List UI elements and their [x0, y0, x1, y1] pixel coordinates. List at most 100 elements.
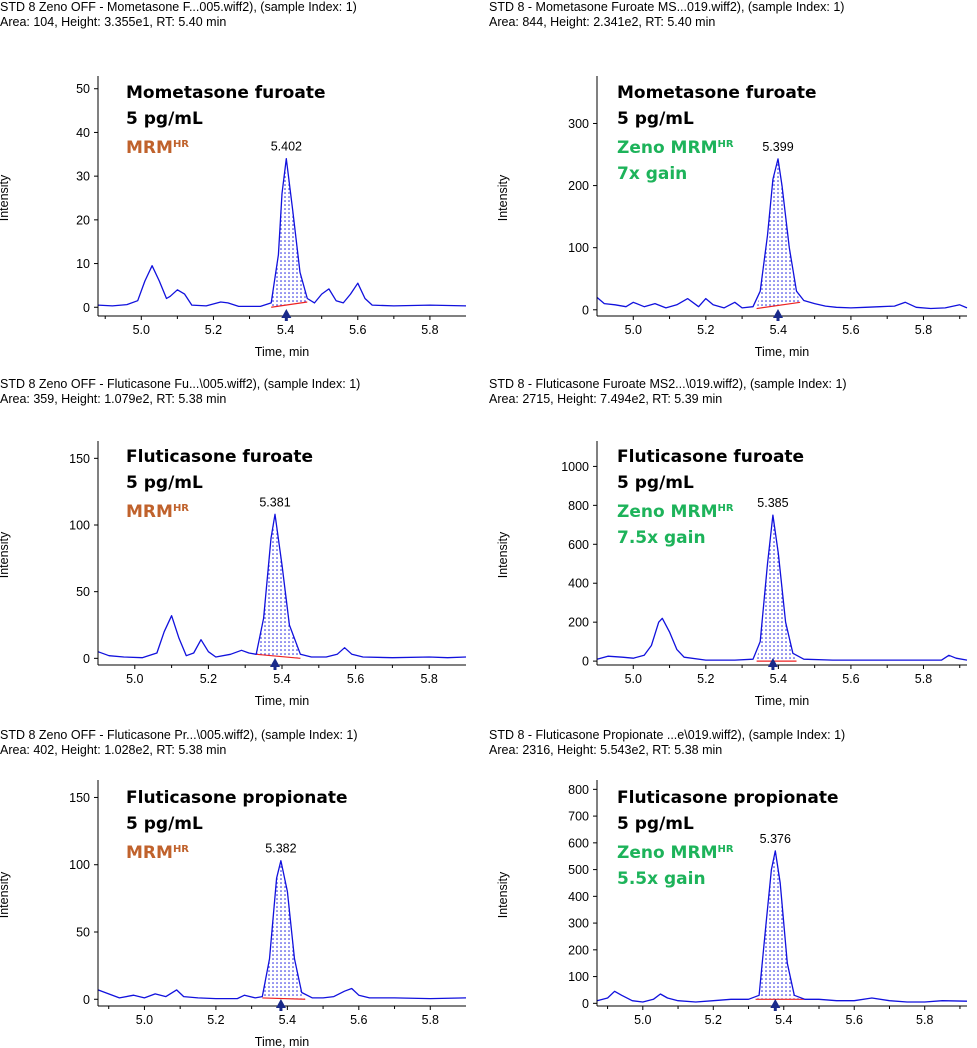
sample-title: STD 8 Zeno OFF - Mometasone F...005.wiff…: [0, 0, 357, 14]
chromatogram-panel-fluticasone-propionate-zeno-off: STD 8 Zeno OFF - Fluticasone Pr...\005.w…: [0, 698, 488, 1048]
mode-label: Zeno MRMHR: [617, 132, 816, 161]
y-tick-label: 300: [568, 117, 589, 131]
x-tick-label: 5.2: [205, 323, 222, 337]
x-tick-label: 5.4: [277, 323, 294, 337]
chromatogram-plot[interactable]: 5.0 5.2 5.4 5.6 5.8 0 100 200 300 400 500 600 700 800…: [489, 698, 977, 1048]
y-tick-label: 50: [76, 82, 90, 96]
chromatogram-panel-mometasone-zeno-off: STD 8 Zeno OFF - Mometasone F...005.wiff…: [0, 0, 488, 359]
x-tick-label: 5.2: [697, 323, 714, 337]
gain-label: 5.5x gain: [617, 869, 706, 889]
mode-text: MRM: [126, 138, 173, 158]
x-tick-label: 5.8: [421, 323, 438, 337]
peak-summary: Area: 402, Height: 1.028e2, RT: 5.38 min: [0, 743, 227, 757]
chromatogram-trace: [596, 514, 968, 661]
compound-label: Mometasone furoate: [617, 83, 817, 103]
y-tick-label: 100: [568, 241, 589, 255]
x-tick-label: 5.8: [915, 323, 932, 337]
peak-rt-label: 5.402: [271, 140, 302, 154]
x-tick-label: 5.4: [770, 672, 787, 686]
x-tick-label: 5.0: [126, 672, 143, 686]
mode-superscript: HR: [717, 503, 734, 514]
y-tick-label: 300: [568, 917, 589, 931]
integration-baseline: [756, 301, 801, 310]
y-axis-title: Intensity: [0, 871, 11, 918]
concentration-label: 5 pg/mL: [617, 473, 694, 493]
chromatogram-panel-fluticasone-furoate-zeno-on: STD 8 - Fluticasone Furoate MS2...\019.w…: [489, 349, 977, 708]
x-tick-label: 5.4: [770, 323, 787, 337]
mode-label: Zeno MRMHR: [617, 496, 804, 525]
gain-label: 7.5x gain: [617, 528, 706, 548]
peak-summary: Area: 2316, Height: 5.543e2, RT: 5.38 mi…: [489, 743, 723, 757]
concentration-label: 5 pg/mL: [617, 109, 694, 129]
y-tick-label: 0: [83, 301, 90, 315]
y-tick-label: 10: [76, 257, 90, 271]
chromatogram-plot[interactable]: 5.0 5.2 5.4 5.6 5.8 0 200 400 600 800 1000 Time, mi…: [489, 349, 977, 708]
retention-time-marker: [767, 658, 778, 667]
retention-time-marker: [281, 309, 292, 318]
x-axis-title: Time, min: [255, 1035, 309, 1048]
y-tick-label: 0: [582, 303, 589, 317]
mode-label: MRMHR: [126, 132, 325, 161]
y-tick-label: 0: [83, 652, 90, 666]
compound-label: Fluticasone furoate: [617, 447, 805, 467]
mode-text: Zeno MRM: [617, 138, 718, 158]
x-tick-label: 5.0: [634, 1013, 651, 1027]
peak-rt-label: 5.385: [757, 496, 788, 510]
peak-area-fill: [756, 158, 801, 309]
sample-title: STD 8 - Fluticasone Propionate ...e\019.…: [489, 728, 846, 742]
chromatogram-panel-fluticasone-propionate-zeno-on: STD 8 - Fluticasone Propionate ...e\019.…: [489, 698, 977, 1047]
peak-rt-label: 5.376: [760, 832, 791, 846]
x-axis-title: Time, min: [255, 345, 309, 359]
integration-baseline: [256, 653, 301, 659]
annotation-block: Fluticasone furoate 5 pg/mL MRMHR: [126, 444, 313, 525]
annotation-block: Fluticasone propionate 5 pg/mL MRMHR: [126, 785, 348, 866]
chromatogram-plot[interactable]: 5.0 5.2 5.4 5.6 5.8 0 100 200 300 Time, min Intens…: [489, 0, 977, 359]
panel-header: STD 8 - Mometasone Furoate MS...019.wiff…: [489, 0, 844, 30]
y-tick-label: 100: [69, 519, 90, 533]
retention-time-marker-stem: [776, 316, 780, 321]
chromatogram-panel-fluticasone-furoate-zeno-off: STD 8 Zeno OFF - Fluticasone Fu...\005.w…: [0, 349, 488, 708]
retention-time-marker-stem: [273, 665, 277, 670]
chromatogram-plot[interactable]: 5.0 5.2 5.4 5.6 5.8 0 10 20 30 40 50 Time, min Inten…: [0, 0, 488, 359]
sample-title: STD 8 - Fluticasone Furoate MS2...\019.w…: [489, 377, 847, 391]
y-tick-label: 400: [568, 577, 589, 591]
y-tick-label: 800: [568, 499, 589, 513]
chromatogram-plot[interactable]: 5.0 5.2 5.4 5.6 5.8 0 50 100 150 Time, min Intensi…: [0, 698, 488, 1048]
y-tick-label: 100: [69, 858, 90, 872]
y-tick-label: 500: [568, 863, 589, 877]
chromatogram-trace: [97, 513, 467, 659]
y-tick-label: 100: [568, 970, 589, 984]
sample-title: STD 8 Zeno OFF - Fluticasone Pr...\005.w…: [0, 728, 358, 742]
peak-summary: Area: 359, Height: 1.079e2, RT: 5.38 min: [0, 392, 227, 406]
y-axis-title: Intensity: [0, 174, 11, 221]
chromatogram-trace: [97, 158, 467, 308]
x-tick-label: 5.0: [136, 1013, 153, 1027]
y-tick-label: 600: [568, 836, 589, 850]
integration-baseline: [271, 301, 308, 308]
sample-title: STD 8 - Mometasone Furoate MS...019.wiff…: [489, 0, 845, 14]
retention-time-marker: [770, 999, 781, 1008]
y-tick-label: 40: [76, 126, 90, 140]
mode-superscript: HR: [717, 139, 734, 150]
panel-header: STD 8 Zeno OFF - Fluticasone Fu...\005.w…: [0, 377, 360, 407]
y-tick-label: 800: [568, 783, 589, 797]
x-axis-title: Time, min: [755, 694, 809, 708]
peak-rt-label: 5.381: [259, 495, 290, 509]
gain-label: 7x gain: [617, 164, 688, 184]
y-tick-label: 150: [69, 791, 90, 805]
annotation-block: Fluticasone propionate 5 pg/mL Zeno MRMH…: [617, 785, 839, 892]
peak-area-fill: [756, 515, 797, 662]
retention-time-marker: [275, 999, 286, 1008]
chromatogram-trace: [97, 860, 467, 1000]
x-tick-label: 5.6: [347, 672, 364, 686]
peak-area-fill: [262, 860, 306, 1000]
peak-summary: Area: 2715, Height: 7.494e2, RT: 5.39 mi…: [489, 392, 723, 406]
y-axis-title: Intensity: [496, 174, 510, 221]
mode-text: MRM: [126, 843, 173, 863]
retention-time-marker-stem: [773, 1006, 777, 1011]
compound-label: Fluticasone furoate: [126, 447, 314, 467]
compound-label: Mometasone furoate: [126, 83, 326, 103]
chromatogram-plot[interactable]: 5.0 5.2 5.4 5.6 5.8 0 50 100 150 Time, min Intensi…: [0, 349, 488, 708]
y-tick-label: 50: [76, 585, 90, 599]
mode-label: MRMHR: [126, 496, 313, 525]
